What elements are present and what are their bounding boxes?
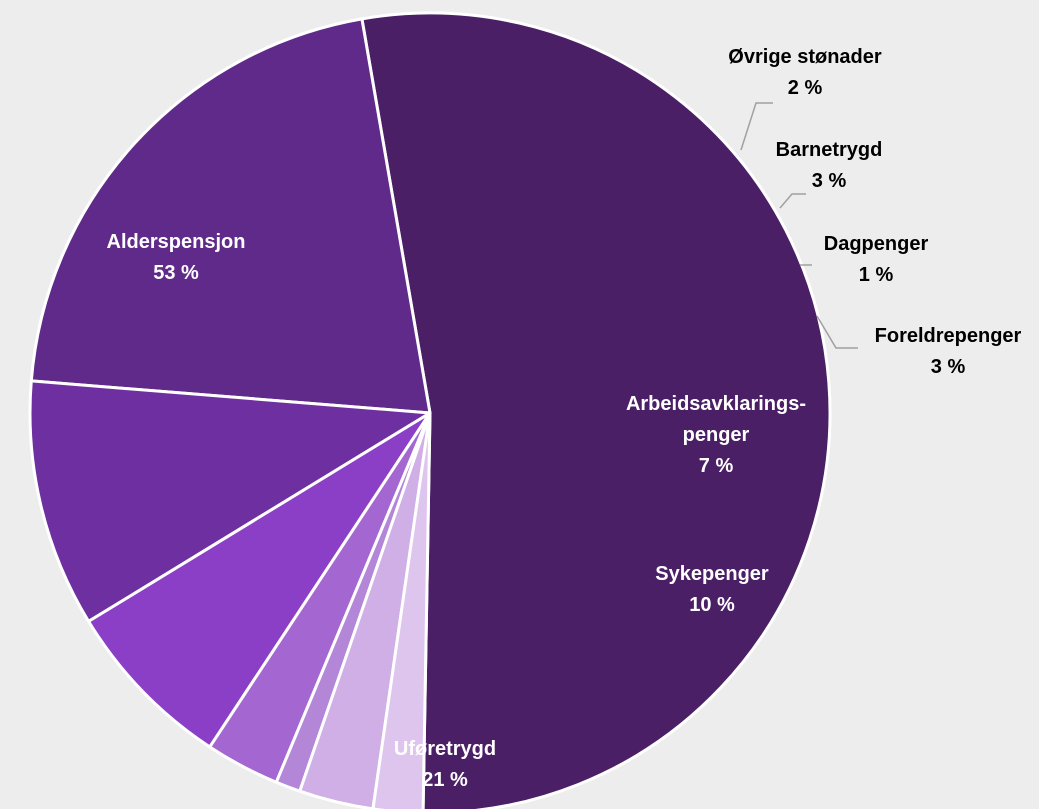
slice-value-label: 21 %	[422, 769, 468, 791]
slice-label-line: Dagpenger	[824, 233, 929, 255]
pie-slices	[28, 11, 832, 809]
slice-value-label: 53 %	[153, 262, 199, 284]
slice-label-alderspensjon: Alderspensjon 53 %	[107, 231, 246, 284]
slice-value-label: 1 %	[859, 264, 894, 286]
pie-slice-alderspensjon	[360, 11, 832, 809]
slice-value-label: 3 %	[812, 170, 847, 192]
leader-line-barnetrygd	[779, 193, 806, 209]
slice-label-barnetrygd: Barnetrygd 3 %	[776, 139, 883, 192]
slice-value-label: 7 %	[699, 455, 734, 477]
leader-line-foreldrepenger	[816, 315, 858, 349]
slice-label-dagpenger: Dagpenger 1 %	[824, 233, 929, 286]
slice-label-line: Arbeidsavklarings-	[626, 393, 806, 415]
pie-slice-arbeidsavklarings-penger	[87, 411, 432, 749]
slice-label-line: Alderspensjon	[107, 231, 246, 253]
slice-value-label: 2 %	[788, 77, 823, 99]
slice-label-arbeidsavklarings-penger: Arbeidsavklarings-penger 7 %	[626, 393, 806, 477]
slice-label-line: Øvrige stønader	[728, 46, 882, 68]
slice-value-label: 3 %	[931, 356, 966, 378]
slice-labels: Alderspensjon 53 % Uføretrygd 21 % Sykepenge…	[107, 46, 1022, 791]
slice-value-label: 10 %	[689, 594, 735, 616]
slice-label-line: penger	[683, 424, 750, 446]
slice-label-line: Foreldrepenger	[875, 325, 1022, 347]
leader-lines	[740, 102, 858, 349]
slice-label-uforetrygd: Uføretrygd 21 %	[394, 738, 496, 791]
slice-label-sykepenger: Sykepenger 10 %	[655, 563, 769, 616]
slice-label-line: Barnetrygd	[776, 139, 883, 161]
pie-slice-sykepenger	[28, 379, 432, 623]
slice-label-ovrige-stonader: Øvrige stønader 2 %	[728, 46, 882, 99]
slice-label-foreldrepenger: Foreldrepenger 3 %	[875, 325, 1022, 378]
leader-line-ovrige-stonader	[740, 102, 773, 151]
slice-label-line: Uføretrygd	[394, 738, 496, 760]
pie-slice-uforetrygd	[29, 17, 432, 415]
slice-label-line: Sykepenger	[655, 563, 769, 585]
